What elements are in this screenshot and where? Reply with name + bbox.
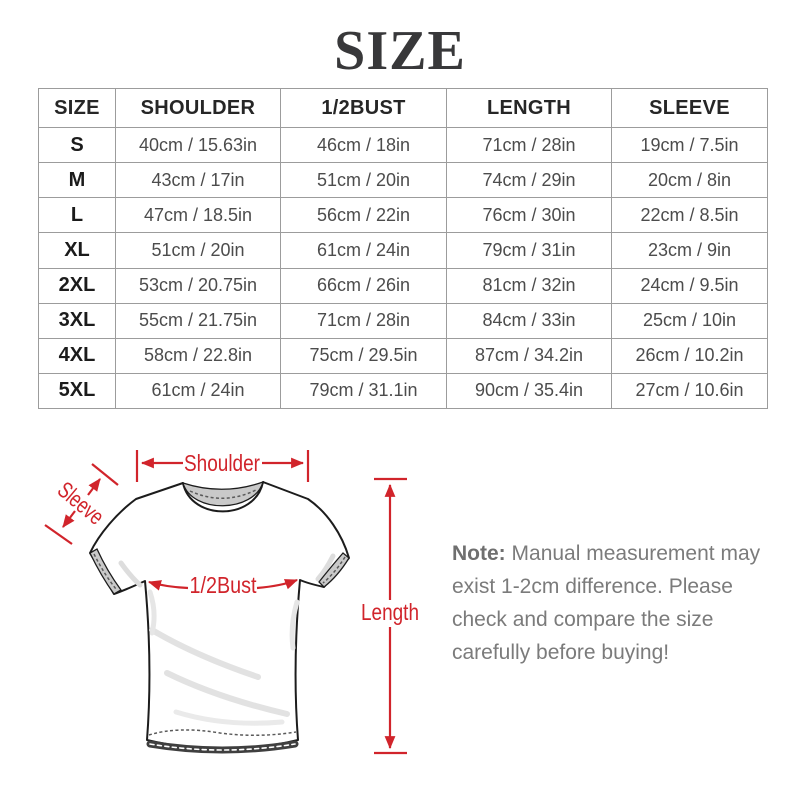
wrinkle — [315, 553, 336, 582]
size-cell: 5XL — [38, 372, 116, 410]
sleeve-label: Sleeve — [53, 476, 110, 529]
measurement-cell: 81cm / 32in — [446, 267, 612, 304]
measurement-cell: 47cm / 18.5in — [115, 197, 281, 234]
measurement-cell: 66cm / 26in — [280, 267, 447, 304]
measurement-cell: 61cm / 24in — [115, 372, 281, 410]
measurement-cell: 27cm / 10.6in — [611, 372, 768, 410]
tshirt-body — [89, 481, 350, 750]
size-cell: S — [38, 126, 116, 164]
measurement-cell: 90cm / 35.4in — [446, 372, 612, 410]
table-header-row: SIZE SHOULDER 1/2BUST LENGTH SLEEVE — [38, 88, 768, 128]
collar-back-panel — [182, 480, 264, 507]
size-cell: XL — [38, 232, 116, 269]
measurement-cell: 23cm / 9in — [611, 232, 768, 269]
size-cell: M — [38, 162, 116, 199]
shoulder-label: Shoulder — [184, 450, 260, 476]
column-header: SHOULDER — [115, 88, 281, 128]
measurement-cell: 20cm / 8in — [611, 162, 768, 199]
column-header: SLEEVE — [611, 88, 768, 128]
sleeve-lower-tick — [44, 524, 73, 545]
wrinkle — [149, 627, 261, 680]
measurement-cell: 22cm / 8.5in — [611, 197, 768, 234]
table-row: M 43cm / 17in 51cm / 20in 74cm / 29in 20cm /… — [38, 162, 768, 199]
size-cell: L — [38, 197, 116, 234]
note-body: Manual measurement may exist 1-2cm diffe… — [452, 542, 761, 664]
wrinkle — [147, 589, 157, 636]
measurement-cell: 71cm / 28in — [446, 126, 612, 164]
note-label: Note: — [452, 542, 506, 565]
measurement-cell: 84cm / 33in — [446, 302, 612, 339]
table-row: L 47cm / 18.5in 56cm / 22in 76cm / 30in 22cm… — [38, 197, 768, 234]
size-table-container: SIZE SHOULDER 1/2BUST LENGTH SLEEVE S 40cm / … — [38, 88, 768, 410]
measurement-cell: 46cm / 18in — [280, 126, 447, 164]
wrinkle — [173, 709, 285, 726]
measurement-cell: 79cm / 31in — [446, 232, 612, 269]
column-header: SIZE — [38, 88, 116, 128]
measurement-cell: 51cm / 20in — [280, 162, 447, 199]
table-row: XL 51cm / 20in 61cm / 24in 79cm / 31in 23cm … — [38, 232, 768, 269]
measurement-cell: 56cm / 22in — [280, 197, 447, 234]
tshirt-measurement-diagram: Shoulder Sleeve 1/2Bust Length — [44, 450, 419, 755]
measurement-cell: 25cm / 10in — [611, 302, 768, 339]
hem-stitching-bottom — [149, 743, 296, 751]
size-cell: 4XL — [38, 337, 116, 374]
page-title: SIZE — [334, 20, 466, 82]
note-text: Note: Manual measurement may exist 1-2cm… — [452, 537, 782, 669]
size-table-body: S 40cm / 15.63in 46cm / 18in 71cm / 28in 19c… — [38, 126, 768, 410]
measurement-cell: 40cm / 15.63in — [115, 126, 281, 164]
table-row: 3XL 55cm / 21.75in 71cm / 28in 84cm / 33in 2… — [38, 302, 768, 339]
bust-label: 1/2Bust — [190, 572, 258, 598]
measurement-cell: 76cm / 30in — [446, 197, 612, 234]
measurement-cell: 51cm / 20in — [115, 232, 281, 269]
measurement-cell: 53cm / 20.75in — [115, 267, 281, 304]
measurement-cell: 71cm / 28in — [280, 302, 447, 339]
left-cuff-stitching — [93, 553, 117, 590]
measurement-cell: 61cm / 24in — [280, 232, 447, 269]
size-table: SIZE SHOULDER 1/2BUST LENGTH SLEEVE S 40cm / … — [38, 88, 768, 410]
wrinkle — [289, 599, 300, 651]
measurement-cell: 87cm / 34.2in — [446, 337, 612, 374]
shoulder-measurement: Shoulder — [135, 450, 310, 482]
measurement-cell: 58cm / 22.8in — [115, 337, 281, 374]
hem-stitching-top — [148, 729, 297, 737]
size-cell: 2XL — [38, 267, 116, 304]
table-row: S 40cm / 15.63in 46cm / 18in 71cm / 28in 19c… — [38, 126, 768, 164]
size-cell: 3XL — [38, 302, 116, 339]
measurement-cell: 19cm / 7.5in — [611, 126, 768, 164]
measurement-cell: 75cm / 29.5in — [280, 337, 447, 374]
sleeve-arrow-up — [87, 478, 101, 496]
measurement-cell: 55cm / 21.75in — [115, 302, 281, 339]
sleeve-upper-tick — [91, 463, 119, 486]
table-row: 4XL 58cm / 22.8in 75cm / 29.5in 87cm / 34.2… — [38, 337, 768, 374]
measurement-cell: 24cm / 9.5in — [611, 267, 768, 304]
tshirt-illustration — [89, 480, 350, 754]
table-row: 2XL 53cm / 20.75in 66cm / 26in 81cm / 32in 2… — [38, 267, 768, 304]
bust-arrow-right — [256, 578, 299, 590]
bust-measurement: 1/2Bust — [147, 572, 299, 598]
measurement-cell: 79cm / 31.1in — [280, 372, 447, 410]
length-measurement: Length — [361, 477, 419, 755]
measurement-cell: 74cm / 29in — [446, 162, 612, 199]
right-cuff-stitching — [322, 556, 346, 584]
measurement-cell: 26cm / 10.2in — [611, 337, 768, 374]
collar-stitching — [189, 489, 257, 499]
column-header: LENGTH — [446, 88, 612, 128]
wrinkle — [118, 560, 143, 588]
wrinkle — [164, 670, 290, 717]
measurement-cell: 43cm / 17in — [115, 162, 281, 199]
bust-arrow-left — [147, 580, 189, 591]
table-row: 5XL 61cm / 24in 79cm / 31.1in 90cm / 35.4in… — [38, 372, 768, 410]
sleeve-arrow-down — [62, 510, 76, 528]
length-label: Length — [361, 599, 419, 625]
column-header: 1/2BUST — [280, 88, 447, 128]
